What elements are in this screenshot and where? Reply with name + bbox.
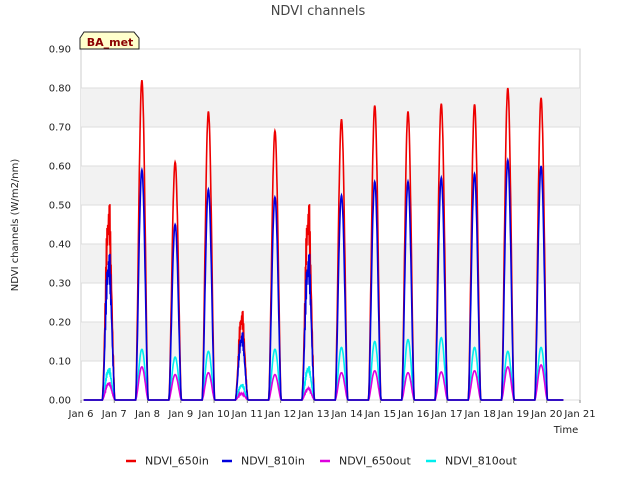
legend-item: NDVI_650out — [320, 455, 411, 468]
x-tick-label: Jan 16 — [397, 409, 429, 420]
x-tick-label: Jan 15 — [364, 409, 396, 420]
series-line-NDVI_810in — [83, 157, 564, 401]
badge: BA_met — [79, 31, 140, 50]
grid-band — [81, 88, 580, 127]
x-tick-label: Jan 14 — [330, 409, 362, 420]
series-layer — [83, 80, 564, 401]
y-axis-ticks: 0.00 0.10 0.20 0.30 0.40 0.50 0.60 0.70 0.80 0.90 — [49, 45, 71, 407]
y-tick-label: 0.00 — [49, 396, 71, 407]
x-tick-label: Jan 13 — [297, 409, 329, 420]
badge-label: BA_met — [87, 36, 134, 49]
x-tick-label: Jan 6 — [68, 409, 94, 420]
grid-bands — [81, 88, 580, 361]
y-tick-label: 0.90 — [49, 45, 71, 56]
y-axis-label: NDVI channels (W/m2/nm) — [10, 159, 21, 292]
x-tick-label: Jan 9 — [167, 409, 193, 420]
x-tick-label: Jan 7 — [101, 409, 127, 420]
x-tick-label: Jan 17 — [430, 409, 462, 420]
y-tick-label: 0.40 — [49, 240, 71, 251]
y-tick-label: 0.70 — [49, 123, 71, 134]
grid-band — [81, 166, 580, 205]
grid-band — [81, 322, 580, 361]
legend-label: NDVI_810out — [445, 455, 517, 468]
x-tick-label: Jan 19 — [497, 409, 529, 420]
y-tick-label: 0.10 — [49, 357, 71, 368]
x-tick-label: Jan 21 — [563, 409, 595, 420]
x-tick-label: Jan 20 — [530, 409, 562, 420]
y-tick-label: 0.50 — [49, 201, 71, 212]
x-axis-ticks: Jan 6 Jan 7 Jan 8 Jan 9 Jan 10 Jan 11 Jan 12 Ja… — [68, 400, 596, 420]
legend-label: NDVI_650in — [145, 455, 209, 468]
legend: NDVI_650in NDVI_810in NDVI_650out NDVI_810o… — [126, 455, 517, 468]
x-tick-label: Jan 8 — [134, 409, 160, 420]
x-tick-label: Jan 12 — [264, 409, 296, 420]
chart-title: NDVI channels — [271, 4, 366, 19]
legend-label: NDVI_650out — [339, 455, 411, 468]
x-tick-label: Jan 11 — [231, 409, 263, 420]
y-tick-label: 0.60 — [49, 162, 71, 173]
x-tick-label: Jan 10 — [197, 409, 229, 420]
legend-label: NDVI_810in — [241, 455, 305, 468]
x-axis-label: Time — [553, 425, 578, 436]
legend-item: NDVI_810in — [222, 455, 305, 468]
y-tick-label: 0.30 — [49, 279, 71, 290]
grid-band — [81, 244, 580, 283]
legend-item: NDVI_650in — [126, 455, 209, 468]
y-tick-label: 0.20 — [49, 318, 71, 329]
y-tick-label: 0.80 — [49, 84, 71, 95]
legend-item: NDVI_810out — [426, 455, 517, 468]
x-tick-label: Jan 18 — [464, 409, 496, 420]
